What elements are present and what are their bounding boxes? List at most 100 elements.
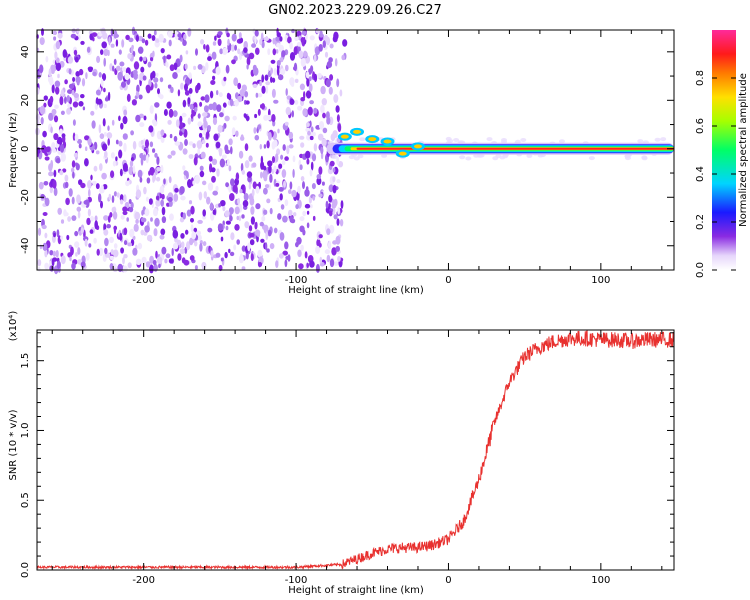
noise-speckle (280, 204, 285, 210)
noise-speckle (242, 200, 249, 207)
noise-speckle (310, 126, 314, 133)
noise-speckle (71, 160, 76, 168)
noise-speckle (335, 105, 340, 113)
noise-speckle (60, 255, 66, 265)
noise-speckle (197, 219, 203, 224)
spectrogram-x-label: Height of straight line (km) (288, 285, 424, 296)
x-tick-label: 100 (591, 275, 610, 286)
noise-speckle (285, 106, 291, 116)
noise-speckle (219, 158, 226, 168)
noise-speckle (123, 240, 128, 246)
noise-speckle (183, 33, 187, 41)
noise-speckle (207, 56, 212, 62)
noise-speckle (113, 243, 118, 249)
noise-speckle (45, 56, 49, 63)
noise-speckle (336, 179, 341, 184)
snr-y-ticks: 0.0 0.5 1.0 1.5 (20, 332, 674, 578)
noise-speckle (110, 152, 115, 159)
noise-speckle (125, 180, 130, 187)
noise-speckle (56, 138, 62, 145)
noise-speckle (261, 85, 266, 94)
noise-speckle (175, 119, 180, 128)
noise-speckle (132, 140, 137, 150)
noise-speckle (159, 234, 165, 240)
noise-speckle (300, 244, 304, 252)
snr-x-ticks: -200 -100 0 100 (51, 330, 663, 586)
noise-speckle (202, 209, 206, 217)
noise-speckle (188, 141, 194, 146)
noise-speckle (135, 91, 140, 97)
noise-speckle (72, 119, 76, 126)
noise-speckle (309, 260, 315, 268)
noise-speckle (64, 174, 69, 182)
noise-speckle (230, 178, 235, 186)
noise-speckle (244, 160, 250, 169)
noise-speckle (264, 184, 270, 189)
noise-speckle (153, 263, 158, 272)
noise-speckle (238, 150, 244, 159)
noise-speckle (51, 142, 56, 151)
noise-speckle (217, 124, 223, 133)
noise-speckle (100, 78, 104, 87)
noise-speckle (325, 36, 331, 46)
noise-speckle (333, 214, 338, 220)
noise-speckle (255, 203, 261, 210)
noise-speckle (161, 206, 166, 216)
noise-speckle (98, 72, 102, 78)
noise-speckle (148, 125, 154, 133)
snr-y-label: SNR (10 * v/v) (8, 409, 19, 480)
signal-blob-core (340, 134, 349, 139)
noise-speckle (160, 199, 164, 207)
noise-speckle (224, 115, 230, 122)
noise-speckle (75, 76, 81, 84)
noise-speckle (330, 133, 336, 142)
noise-speckle (306, 210, 310, 215)
noise-speckle (64, 79, 68, 85)
noise-speckle (146, 177, 151, 184)
noise-speckle (84, 135, 90, 141)
noise-speckle (181, 241, 185, 249)
x-tick-label: -200 (132, 575, 155, 586)
noise-speckle (154, 152, 158, 158)
noise-speckle (156, 176, 161, 182)
noise-speckle (272, 37, 276, 45)
noise-speckle (271, 114, 276, 123)
noise-speckle (110, 28, 114, 37)
noise-speckle (120, 214, 125, 220)
noise-speckle (315, 263, 320, 273)
colorbar-tick-label: 0.4 (695, 166, 706, 182)
noise-speckle (57, 207, 62, 215)
noise-speckle (135, 114, 141, 123)
noise-speckle (187, 27, 192, 37)
noise-speckle (188, 200, 193, 205)
noise-speckle (305, 71, 310, 79)
noise-speckle (273, 165, 277, 173)
noise-speckle (193, 156, 198, 166)
x-tick-label: -100 (285, 575, 308, 586)
noise-speckle (100, 27, 106, 35)
noise-speckle (153, 208, 158, 217)
noise-speckle (48, 68, 52, 77)
noise-speckle (98, 193, 102, 203)
noise-speckle (81, 78, 86, 87)
noise-speckle (217, 31, 223, 36)
noise-speckle (133, 223, 139, 232)
noise-speckle (52, 30, 58, 36)
noise-speckle (312, 215, 316, 221)
noise-speckle (333, 198, 338, 207)
noise-speckle (129, 228, 135, 238)
noise-speckle (190, 205, 195, 215)
snr-series-line (36, 329, 675, 571)
noise-speckle (146, 234, 153, 242)
noise-speckle (313, 54, 317, 63)
noise-speckle (199, 170, 205, 178)
noise-speckle (80, 261, 86, 268)
noise-speckle (279, 193, 283, 201)
noise-speckle (233, 244, 237, 251)
noise-speckle (66, 95, 71, 103)
signal-halo-speckle (559, 139, 565, 144)
noise-speckle (252, 83, 258, 88)
y-tick-label: 0.0 (20, 562, 31, 578)
noise-speckle (101, 73, 107, 81)
noise-speckle (52, 250, 57, 257)
